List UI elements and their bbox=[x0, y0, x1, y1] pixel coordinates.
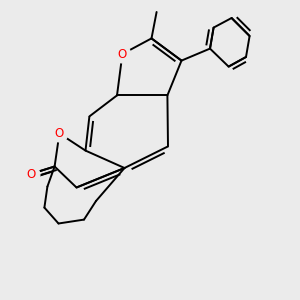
Text: O: O bbox=[55, 127, 64, 140]
Text: O: O bbox=[26, 167, 35, 181]
Text: O: O bbox=[118, 47, 127, 61]
